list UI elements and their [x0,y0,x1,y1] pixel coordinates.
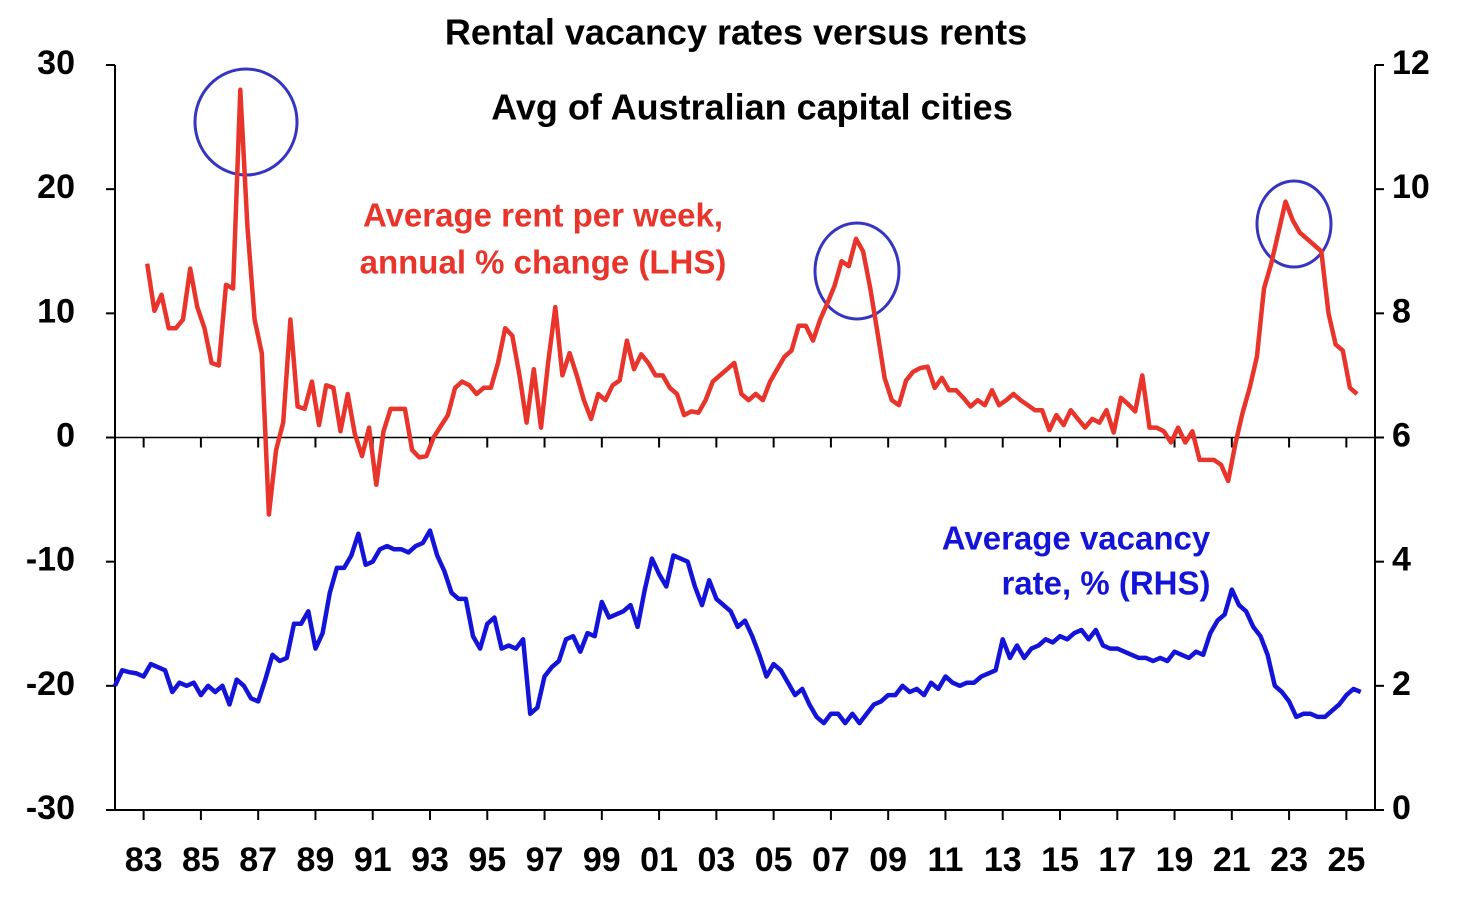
x-tick-label: 19 [1156,841,1194,879]
y-tick-label: 20 [37,168,75,206]
x-tick-label: 05 [755,841,793,879]
x-tick-label: 01 [640,841,678,879]
x-tick-label: 83 [125,841,163,879]
x-tick-label: 87 [239,841,277,879]
series-label: annual % change (LHS) [360,244,727,281]
y2-tick-label: 10 [1392,168,1430,206]
series-line [112,528,1362,726]
x-tick-label: 23 [1270,841,1308,879]
y-tick-label: 30 [37,44,75,82]
y2-tick-label: 4 [1392,541,1411,579]
y-tick-label: -30 [26,789,75,827]
x-tick-label: 09 [869,841,907,879]
x-tick-label: 91 [354,841,392,879]
x-tick-label: 95 [468,841,506,879]
y2-tick-label: 2 [1392,665,1411,703]
x-tick-label: 89 [297,841,335,879]
chart-subtitle: Avg of Australian capital cities [491,87,1012,128]
y-tick-label: -20 [26,665,75,703]
y2-tick-label: 8 [1392,292,1411,330]
x-tick-label: 13 [984,841,1022,879]
x-tick-label: 03 [697,841,735,879]
x-tick-label: 15 [1041,841,1079,879]
series-line [144,87,1359,517]
x-tick-label: 97 [526,841,564,879]
x-tick-label: 93 [411,841,449,879]
x-tick-label: 21 [1213,841,1251,879]
x-tick-label: 25 [1327,841,1365,879]
x-tick-label: 17 [1098,841,1136,879]
y2-tick-label: 6 [1392,416,1411,454]
x-tick-label: 07 [812,841,850,879]
y2-tick-label: 0 [1392,789,1411,827]
series-label: Average rent per week, [363,197,723,234]
y-tick-label: 0 [56,416,75,454]
x-tick-label: 99 [583,841,621,879]
y2-tick-label: 12 [1392,44,1430,82]
x-tick-label: 85 [182,841,220,879]
y-tick-label: 10 [37,292,75,330]
chart-title: Rental vacancy rates versus rents [445,12,1027,53]
series-label: rate, % (RHS) [1001,565,1210,602]
x-tick-label: 11 [927,841,963,879]
highlight-circle [813,221,901,321]
series-label: Average vacancy [942,520,1211,557]
highlight-circle [1255,179,1333,269]
y-tick-label: -10 [26,541,75,579]
